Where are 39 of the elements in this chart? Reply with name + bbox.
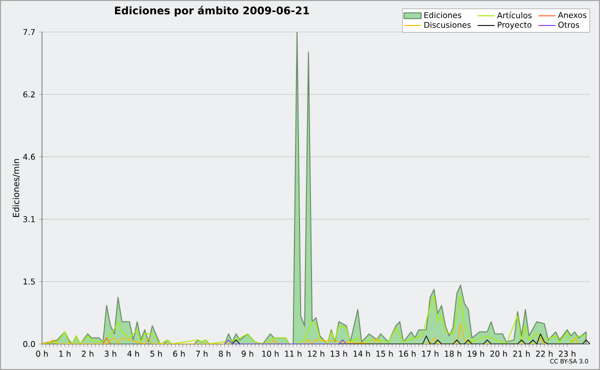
x-tick-label: 8 h — [218, 350, 230, 357]
x-tick-label: 20 h — [490, 350, 507, 357]
x-tick-label: 2 h — [82, 350, 94, 357]
x-tick-label: 7 h — [196, 350, 208, 357]
y-tick-label: 4.6 — [23, 154, 35, 160]
x-tick-label: 10 h — [262, 350, 279, 357]
x-tick-label: 1 h — [59, 350, 70, 357]
x-tick-label: 23 h — [558, 350, 576, 357]
x-tick-label: 4 h — [127, 350, 139, 357]
x-tick-label: 19 h — [468, 350, 484, 357]
y-tick-label: 7.7 — [23, 29, 35, 35]
y-tick-label: 1.5 — [24, 278, 35, 285]
x-tick-label: 6 h — [173, 350, 185, 357]
y-tick-label: 0.0 — [23, 340, 35, 348]
x-tick-label: 22 h — [536, 350, 553, 357]
legend-label: Discusiones — [424, 22, 471, 28]
legend-label: Anexos — [558, 12, 586, 18]
x-tick-label: 5 h — [150, 350, 162, 357]
y-tick-label: 3.1 — [23, 216, 35, 222]
legend-label: Otros — [558, 22, 580, 28]
line-series — [42, 294, 587, 344]
legend-label: Proyecto — [498, 22, 532, 30]
x-tick-label: 11 h — [285, 350, 302, 357]
x-tick-label: 15 h — [376, 350, 393, 357]
x-tick-label: 14 h — [354, 350, 370, 357]
chart-title: Ediciones por ámbito 2009-06-21 — [115, 6, 309, 16]
y-tick-label: 6.2 — [23, 91, 35, 98]
legend-label: Ediciones — [424, 12, 462, 18]
x-tick-label: 12 h — [308, 350, 324, 357]
x-tick-label: 16 h — [399, 350, 416, 357]
x-tick-label: 9 h — [242, 350, 254, 357]
y-axis-title: Ediciones/min — [12, 159, 20, 217]
x-tick-label: 17 h — [422, 350, 438, 357]
legend-label: Artículos — [497, 12, 532, 18]
x-tick-label: 3 h — [104, 350, 116, 357]
x-tick-label: 21 h — [513, 350, 530, 357]
x-tick-label: 18 h — [444, 350, 462, 357]
x-tick-label: 13 h — [330, 350, 348, 357]
x-tick-label: 0 h — [36, 350, 48, 357]
